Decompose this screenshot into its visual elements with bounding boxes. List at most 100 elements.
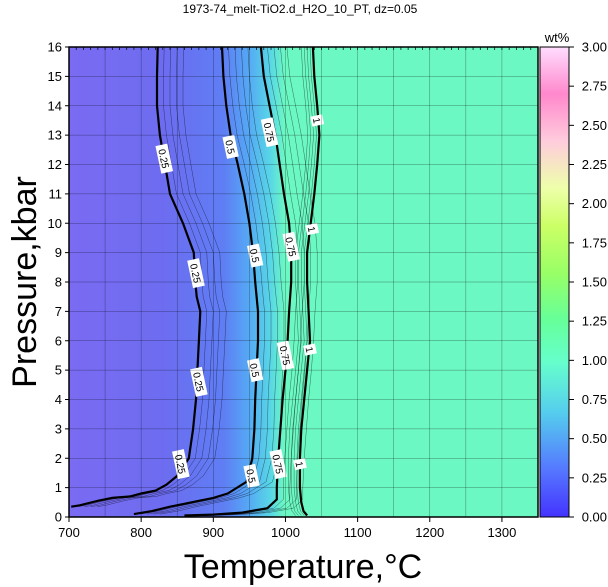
contour-label-text: 0.75 <box>269 454 284 476</box>
y-tick-label: 9 <box>55 245 62 260</box>
contour-thin-line <box>293 46 314 516</box>
y-tick-label: 0 <box>55 510 62 525</box>
colorbar-tick-label: 2.00 <box>582 196 607 211</box>
contour-thin-line <box>90 46 221 507</box>
contour-line <box>298 46 321 517</box>
contour-label-bg <box>222 134 239 159</box>
colorbar-tick-label: 1.25 <box>582 314 607 329</box>
contour-label-bg <box>292 457 307 471</box>
contour-label-bg <box>310 114 325 127</box>
contour-label: 0.75 <box>269 449 288 480</box>
contour-label: 1 <box>305 222 320 236</box>
contour-label: 1 <box>310 114 325 127</box>
x-tick-label: 900 <box>202 525 224 540</box>
contour-label-text: 1 <box>305 226 317 234</box>
colorbar-label: wt% <box>544 30 570 45</box>
contour-label-text: 0.25 <box>190 372 205 394</box>
colorbar-axis: 0.00 0.25 0.50 0.75 1.00 1.25 1.50 1.75 2.00 2.25… <box>569 40 607 525</box>
x-tick-label: 800 <box>130 525 152 540</box>
y-tick-label: 7 <box>55 304 62 319</box>
colorbar-tick-label: 1.50 <box>582 275 607 290</box>
contour-thin-line <box>296 46 317 516</box>
contour-label-text: 0.25 <box>172 454 187 476</box>
colorbar-tick-label: 0.50 <box>582 431 607 446</box>
grid-lines <box>69 47 538 517</box>
y-tick-label: 13 <box>48 128 62 143</box>
contour-label-text: 1 <box>292 461 304 469</box>
colorbar-tick-label: 2.75 <box>582 79 607 94</box>
y-tick-label: 3 <box>55 421 62 436</box>
contour-thin-line <box>288 46 309 516</box>
contour-label-text: 1 <box>310 117 322 125</box>
contour-lines: 0.25 0.25 0.25 0.25 0.5 0.5 0.5 0.5 0.75 0.75 0.75… <box>71 46 325 517</box>
contour-label: 0.75 <box>260 117 279 148</box>
colorbar-tick-label: 0.25 <box>582 470 607 485</box>
plot-area <box>69 47 538 517</box>
contour-label-bg <box>247 358 264 383</box>
contour-label-bg <box>247 243 264 268</box>
x-tick-label: 1100 <box>344 525 372 540</box>
contour-label-text: 0.5 <box>222 139 236 155</box>
contour-label-bg <box>243 463 260 488</box>
y-tick-label: 2 <box>55 451 62 466</box>
contour-thin-line <box>140 46 265 515</box>
y-tick-label: 10 <box>48 216 62 231</box>
contour-label: 0.25 <box>155 143 174 174</box>
contour-thin-line <box>153 46 278 515</box>
colorbar-tick-label: 1.00 <box>582 353 607 368</box>
contour-label-text: 0.25 <box>155 148 170 170</box>
y-tick-label: 8 <box>55 275 62 290</box>
contour-label: 0.75 <box>282 231 301 262</box>
contour-label-bg <box>260 117 279 148</box>
y-tick-label: 14 <box>48 98 62 113</box>
contour-label: 1 <box>303 343 317 356</box>
contour-thin-line <box>84 46 214 507</box>
x-tick-label: 1000 <box>271 525 300 540</box>
contour-label-text: 0.25 <box>187 263 202 285</box>
contour-label-bg <box>282 231 301 262</box>
contour-label-bg <box>303 343 317 356</box>
contour-label-text: 0.5 <box>247 362 261 378</box>
contour-label: 0.25 <box>172 449 190 480</box>
contour-label-bg <box>172 449 190 480</box>
contour-thin-line <box>146 46 272 515</box>
y-axis-title: Pressure,kbar <box>6 176 44 388</box>
contour-label: 0.5 <box>222 134 239 159</box>
x-tick-label: 700 <box>58 525 80 540</box>
contour-thin-line <box>290 46 311 516</box>
y-tick-label: 15 <box>48 69 62 84</box>
x-axis: 700 800 900 1000 1100 1200 1300 <box>58 47 532 540</box>
y-tick-label: 4 <box>55 392 62 407</box>
contour-thin-line <box>190 46 298 516</box>
contour-label-text: 1 <box>303 346 315 354</box>
contour-label: 0.25 <box>187 258 205 289</box>
contour-label-bg <box>155 143 174 174</box>
colorbar <box>539 46 570 518</box>
contour-label: 0.75 <box>277 340 295 371</box>
contour-label-text: 0.75 <box>261 122 276 144</box>
colorbar-tick-label: 1.75 <box>582 235 607 250</box>
chart-title: 1973-74_melt-TiO2.d_H2O_10_PT, dz=0.05 <box>183 2 418 16</box>
contour-label: 0.5 <box>243 463 260 488</box>
y-tick-label: 5 <box>55 363 62 378</box>
colorbar-tick-label: 2.25 <box>582 157 607 172</box>
contour-label-text: 0.75 <box>277 345 292 367</box>
contour-thin-line <box>97 46 227 507</box>
y-tick-label: 12 <box>48 157 62 172</box>
contour-label: 1 <box>292 457 307 471</box>
contour-label-bg <box>305 222 320 236</box>
contour-label-bg <box>190 366 208 397</box>
contour-label-text: 0.75 <box>282 236 297 258</box>
contour-label-bg <box>269 449 288 480</box>
y-tick-label: 6 <box>55 333 62 348</box>
contour-thin-line <box>197 46 305 516</box>
x-tick-label: 1300 <box>487 525 516 540</box>
x-tick-label: 1200 <box>415 525 444 540</box>
y-tick-label: 1 <box>55 480 62 495</box>
contour-label: 0.25 <box>190 366 208 397</box>
colorbar-tick-label: 0.00 <box>582 510 607 525</box>
contour-label-text: 0.5 <box>247 248 261 264</box>
y-tick-label: 11 <box>49 186 63 201</box>
